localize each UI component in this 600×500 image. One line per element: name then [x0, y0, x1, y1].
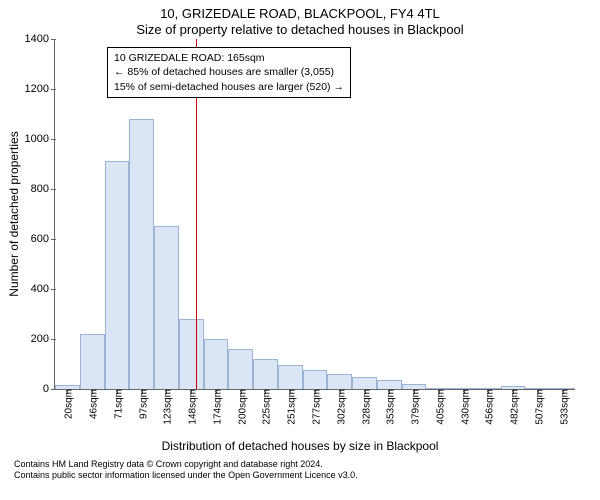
histogram-bar	[228, 349, 253, 389]
x-tick-label: 405sqm	[431, 389, 446, 425]
x-tick-label: 507sqm	[530, 389, 545, 425]
title-line-1: 10, GRIZEDALE ROAD, BLACKPOOL, FY4 4TL	[0, 6, 600, 22]
histogram-bar	[278, 365, 303, 389]
x-tick-label: 328sqm	[357, 389, 372, 425]
chart-area: Number of detached properties 0200400600…	[0, 39, 600, 437]
x-tick-label: 353sqm	[382, 389, 397, 425]
chart-title: 10, GRIZEDALE ROAD, BLACKPOOL, FY4 4TL S…	[0, 0, 600, 39]
histogram-bar	[129, 119, 154, 389]
x-tick-label: 46sqm	[85, 389, 100, 419]
histogram-bar	[154, 226, 179, 389]
x-tick-label: 200sqm	[233, 389, 248, 425]
x-tick-label: 379sqm	[407, 389, 422, 425]
histogram-bar	[80, 334, 105, 389]
annotation-line-1: 10 GRIZEDALE ROAD: 165sqm	[114, 51, 344, 65]
y-axis-label: Number of detached properties	[7, 131, 21, 296]
footer-line-2: Contains public sector information licen…	[14, 470, 600, 482]
annotation-line-3: 15% of semi-detached houses are larger (…	[114, 80, 344, 94]
histogram-bar	[327, 374, 352, 389]
x-tick-label: 277sqm	[308, 389, 323, 425]
x-tick-label: 225sqm	[258, 389, 273, 425]
y-tick: 200	[31, 333, 55, 345]
histogram-bar	[303, 370, 328, 389]
y-tick: 600	[31, 233, 55, 245]
footer-line-1: Contains HM Land Registry data © Crown c…	[14, 459, 600, 471]
x-tick-label: 533sqm	[555, 389, 570, 425]
x-axis-label: Distribution of detached houses by size …	[0, 439, 600, 453]
x-tick-label: 251sqm	[283, 389, 298, 425]
x-tick-label: 20sqm	[60, 389, 75, 419]
histogram-bar	[204, 339, 229, 389]
x-tick-label: 97sqm	[134, 389, 149, 419]
x-tick-label: 430sqm	[456, 389, 471, 425]
plot-area: 020040060080010001200140020sqm46sqm71sqm…	[54, 39, 575, 390]
annotation-line-2: ← 85% of detached houses are smaller (3,…	[114, 65, 344, 79]
histogram-bar	[179, 319, 204, 389]
y-tick: 1200	[25, 83, 55, 95]
title-line-2: Size of property relative to detached ho…	[0, 22, 600, 38]
histogram-bar	[352, 377, 377, 388]
y-tick: 0	[43, 383, 55, 395]
y-tick: 400	[31, 283, 55, 295]
x-tick-label: 482sqm	[506, 389, 521, 425]
y-tick: 1000	[25, 133, 55, 145]
x-tick-label: 456sqm	[481, 389, 496, 425]
annotation-box: 10 GRIZEDALE ROAD: 165sqm ← 85% of detac…	[107, 47, 351, 98]
y-tick: 800	[31, 183, 55, 195]
x-tick-label: 71sqm	[109, 389, 124, 419]
footer: Contains HM Land Registry data © Crown c…	[0, 459, 600, 482]
x-tick-label: 123sqm	[159, 389, 174, 425]
histogram-bar	[105, 161, 130, 389]
x-tick-label: 148sqm	[184, 389, 199, 425]
histogram-bar	[377, 380, 402, 389]
y-tick: 1400	[25, 33, 55, 45]
x-tick-label: 174sqm	[208, 389, 223, 425]
histogram-bar	[253, 359, 278, 389]
x-tick-label: 302sqm	[332, 389, 347, 425]
